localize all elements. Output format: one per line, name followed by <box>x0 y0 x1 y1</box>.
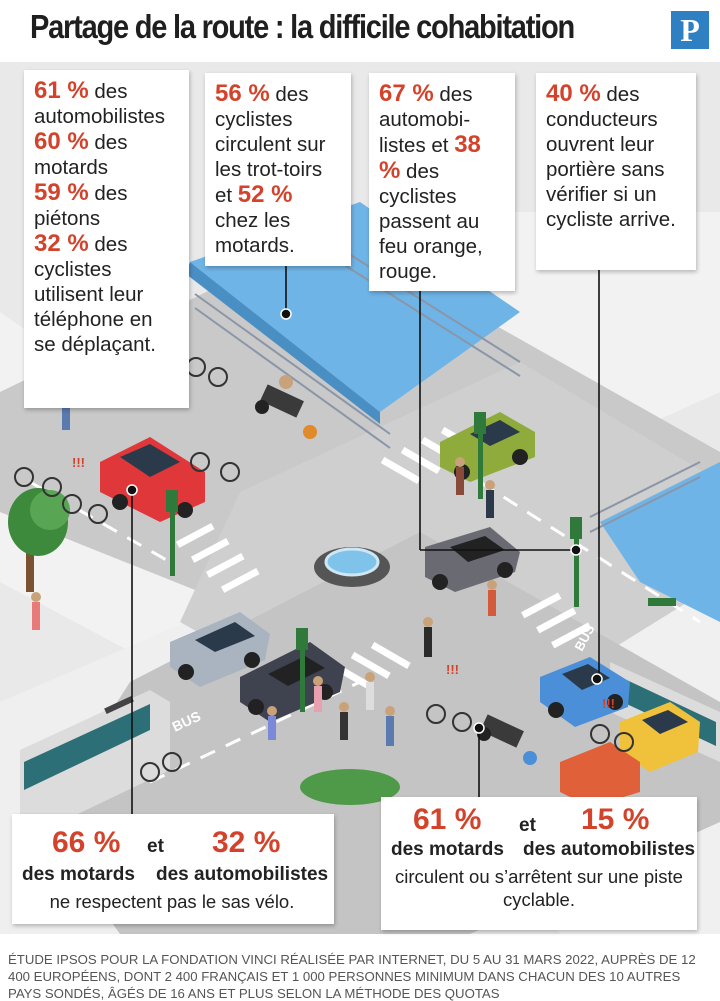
stat-text: circulent ou s’arrêtent sur une piste cy… <box>395 866 683 910</box>
tree-left <box>8 488 70 592</box>
stat-value: 61 % <box>413 803 482 836</box>
newspaper-logo: P <box>671 11 709 49</box>
stat-value: 52 % <box>237 181 293 208</box>
car-yellow <box>620 702 700 772</box>
car-gray-center <box>425 527 520 592</box>
stat-value: 61 % <box>34 77 89 104</box>
stat-value: 40 % <box>546 80 601 107</box>
stat-value: 15 % <box>581 803 650 836</box>
stat-text: des cyclistes utilisent leur téléphone e… <box>34 233 156 356</box>
stat-text: ne respectent pas le sas vélo. <box>49 891 295 912</box>
motorbike-sidewalk <box>255 375 317 439</box>
cyclists <box>14 357 634 782</box>
car-dark <box>240 642 345 722</box>
callout-dots <box>126 308 603 734</box>
stat-value: 60 % <box>34 128 89 155</box>
stat-conjunction: et <box>147 836 164 857</box>
stat-card-bike-lane: 61 % et 15 % des motards des automobilis… <box>381 797 697 930</box>
stat-label: des automobilistes <box>523 839 696 860</box>
source-note: Étude Ipsos pour la fondation Vinci réal… <box>8 952 696 1001</box>
stat-text: des cyclistes circulent sur les trot-toi… <box>215 83 326 207</box>
stat-text: des piétons <box>34 182 128 230</box>
stat-text: chez les motards. <box>215 209 295 257</box>
car-red-bottom <box>560 742 640 807</box>
car-silver <box>170 612 270 687</box>
stat-card-door-opening: 40 % des conducteurs ouvrent leur portiè… <box>536 73 696 270</box>
car-red <box>100 437 205 522</box>
stat-card-sidewalk: 56 % des cyclistes circulent sur les tro… <box>205 73 351 266</box>
stat-value: 38 % <box>379 131 481 184</box>
stat-card-orange-light: 67 % des automobi-listes et 38 % des cyc… <box>369 73 515 291</box>
stat-label: des motards <box>391 839 504 860</box>
footer: Étude Ipsos pour la fondation Vinci réal… <box>0 944 720 1001</box>
callout-lines <box>131 266 600 814</box>
stat-conjunction: et <box>519 815 536 836</box>
alert-mark: !!! <box>446 662 459 677</box>
stat-label: des motards <box>22 864 135 885</box>
stat-text: des motards <box>34 131 128 179</box>
stat-value: 59 % <box>34 179 89 206</box>
stat-value: 32 % <box>34 230 89 257</box>
stat-value: 56 % <box>215 80 270 107</box>
stat-value: 67 % <box>379 80 434 107</box>
bench <box>648 598 676 606</box>
stat-text: des conducteurs ouvrent leur portière sa… <box>546 83 676 231</box>
car-blue <box>540 657 630 727</box>
stat-label: des automobilistes <box>156 864 329 885</box>
stat-value: 66 % <box>52 826 121 859</box>
stat-value: 32 % <box>212 826 281 859</box>
header: Partage de la route : la difficile cohab… <box>0 0 720 62</box>
stat-text: des cyclistes passent au feu orange, rou… <box>379 160 483 283</box>
stat-text: des automobi-listes et <box>379 83 473 157</box>
stat-card-phone-use: 61 % des automobilistes 60 % des motards… <box>24 70 189 408</box>
stat-text: des automobilistes <box>34 80 166 128</box>
page-title: Partage de la route : la difficile cohab… <box>30 8 575 45</box>
alert-mark: !!! <box>602 696 615 711</box>
stat-card-bike-box: 66 % et 32 % des motards des automobilis… <box>12 814 334 924</box>
pedestrians <box>31 392 497 746</box>
alert-mark: !!! <box>72 455 85 470</box>
traffic-lights <box>166 412 582 712</box>
